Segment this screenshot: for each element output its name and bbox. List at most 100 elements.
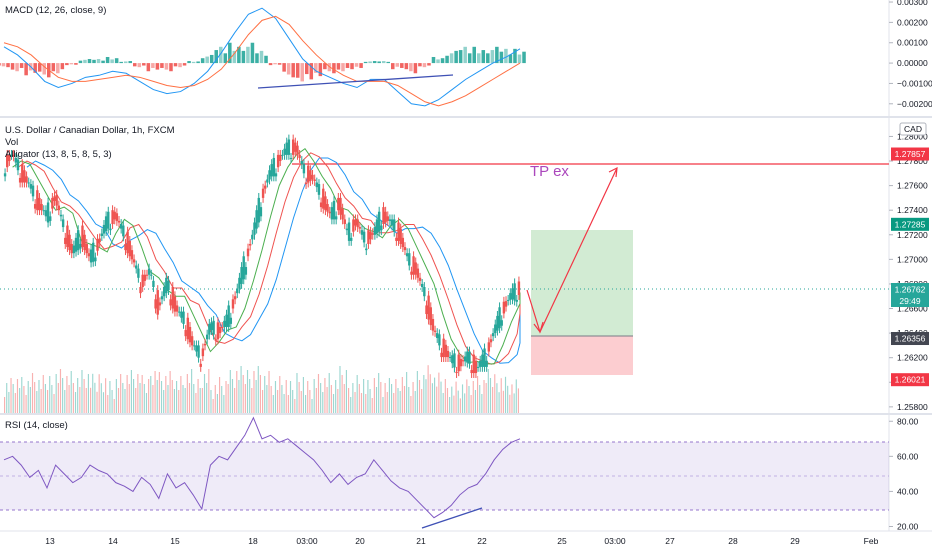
candle-body xyxy=(214,339,217,341)
macd-histogram-bar xyxy=(314,63,318,73)
candle-body xyxy=(23,170,26,183)
volume-bar xyxy=(442,393,444,413)
volume-bar xyxy=(298,382,300,413)
macd-divergence-line[interactable] xyxy=(257,74,454,89)
candle-body xyxy=(6,154,9,168)
volume-bar xyxy=(124,389,126,413)
macd-histogram-bar xyxy=(268,63,273,66)
candlesticks[interactable] xyxy=(3,134,521,378)
candle-body xyxy=(470,369,473,374)
candle-body xyxy=(334,216,338,220)
volume-bar xyxy=(51,385,53,413)
rsi-legend[interactable]: RSI (14, close) xyxy=(5,420,68,431)
volume-bar xyxy=(156,380,158,413)
candle-body xyxy=(489,339,493,343)
macd-histogram-bar xyxy=(87,59,92,64)
volume-bar xyxy=(231,379,234,413)
volume-bar xyxy=(500,378,502,413)
macd-histogram-bar xyxy=(499,51,504,64)
candle-body xyxy=(399,228,402,244)
macd-histogram-bar xyxy=(477,53,481,64)
macd-histogram-bar xyxy=(250,42,255,64)
candle-body xyxy=(418,277,422,281)
volume-legend[interactable]: Vol xyxy=(5,137,18,148)
projection-arrow[interactable] xyxy=(526,166,618,334)
candle-body xyxy=(46,202,50,223)
candle-body xyxy=(261,188,265,198)
volume-bar xyxy=(451,386,453,413)
macd-histogram-bar xyxy=(291,63,295,78)
volume-bar xyxy=(431,383,433,413)
volume-bar xyxy=(92,373,94,413)
candle-body xyxy=(468,351,471,364)
candle-body xyxy=(178,311,181,313)
macd-pane[interactable] xyxy=(0,7,526,107)
price-badge xyxy=(891,332,929,346)
symbol-title[interactable]: U.S. Dollar / Canadian Dollar, 1h, FXCM xyxy=(5,125,175,136)
time-tick-label: 18 xyxy=(248,536,258,546)
rsi-pane[interactable] xyxy=(3,416,521,519)
rsi-axis[interactable]: 80.00 60.00 40.00 20.00 xyxy=(889,416,919,531)
candle-body xyxy=(330,207,334,220)
currency-label: CAD xyxy=(904,124,922,134)
candle-body xyxy=(281,154,284,156)
macd-histogram-bar xyxy=(359,63,363,68)
alligator-legend[interactable]: Alligator (13, 8, 5, 8, 5, 3) xyxy=(5,149,112,160)
macd-histogram-bar xyxy=(305,63,309,75)
volume-bar xyxy=(223,395,225,413)
macd-histogram-bar xyxy=(522,51,526,64)
volume-bar xyxy=(10,378,12,413)
candle-body xyxy=(156,290,159,315)
candle-body xyxy=(296,145,299,155)
volume-bar xyxy=(449,397,451,413)
macd-histogram-bar xyxy=(332,63,336,74)
volume-bar xyxy=(302,377,304,413)
candle-body xyxy=(216,322,220,340)
volume-bar xyxy=(434,377,436,413)
macd-axis[interactable]: 0.00300 0.00200 0.00100 0.00000 −0.00100 −0.0… xyxy=(889,0,932,109)
volume-bar xyxy=(100,383,102,413)
volume-bar xyxy=(305,395,307,413)
candle-body xyxy=(197,345,200,358)
tp-annotation[interactable]: TP ex xyxy=(530,163,569,180)
macd-legend[interactable]: MACD (12, 26, close, 9) xyxy=(5,5,106,16)
volume-bar xyxy=(466,379,468,413)
volume-bar xyxy=(201,388,203,413)
price-tick-label: 1.28000 xyxy=(897,131,928,141)
volume-bar xyxy=(90,387,92,413)
volume-bar xyxy=(427,365,429,413)
rsi-divergence-line[interactable] xyxy=(421,507,483,529)
volume-bar xyxy=(388,378,390,413)
candle-body xyxy=(229,317,233,324)
candle-body xyxy=(375,219,379,234)
volume-bar xyxy=(266,385,268,413)
price-axis[interactable]: 1.28000 1.27800 1.27600 1.27400 1.27200 1.270… xyxy=(889,131,928,412)
macd-histogram-bar xyxy=(42,63,46,75)
currency-box[interactable] xyxy=(899,122,927,136)
candle-body xyxy=(137,268,140,278)
candle-body xyxy=(332,200,336,220)
macd-histogram-bar xyxy=(74,63,78,65)
profit-zone[interactable] xyxy=(531,230,633,336)
candle-body xyxy=(201,348,205,357)
macd-histogram-bar xyxy=(56,63,60,74)
candle-body xyxy=(141,274,144,288)
volume-bar xyxy=(371,398,373,413)
candle-body xyxy=(377,211,381,232)
volume-bar xyxy=(494,374,496,413)
time-axis[interactable]: 13 14 15 18 03:00 20 21 22 25 03:00 27 28 29 Feb xyxy=(45,536,878,546)
macd-histogram-bar xyxy=(422,63,427,68)
candle-body xyxy=(117,220,121,223)
loss-zone[interactable] xyxy=(531,336,633,375)
volume-bar xyxy=(68,385,70,413)
macd-histogram-bar xyxy=(300,63,304,82)
volume-bar xyxy=(98,374,100,413)
volume-bar xyxy=(77,378,79,413)
candle-body xyxy=(255,210,258,229)
candle-body xyxy=(18,177,22,183)
volume-bar xyxy=(236,371,238,413)
candle-body xyxy=(414,262,417,275)
candle-body xyxy=(384,211,387,223)
candle-body xyxy=(139,287,142,294)
